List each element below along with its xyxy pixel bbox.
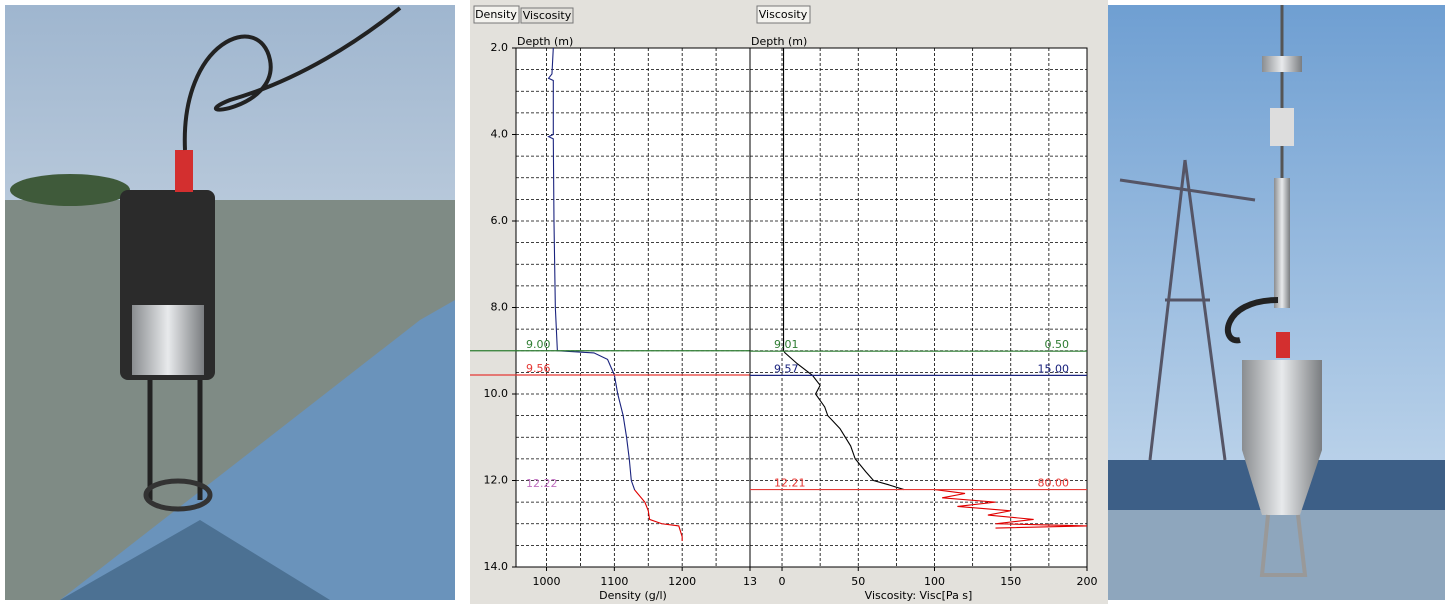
charts: 1000 1100 1200 132.04.06.08.010.012.014.0De… [470,35,1098,602]
marker-label: 9.57 [774,362,799,375]
trees [10,174,130,206]
marker-value-label: 15.00 [1038,362,1070,375]
tab[interactable] [473,5,520,24]
sensor-fork [1259,514,1308,577]
y-tick-label: 14.0 [484,560,509,573]
photo-right [1108,5,1445,600]
tab-label[interactable]: Viscosity [523,9,572,22]
x-tick-label: 150 [1000,575,1021,588]
cable [182,6,402,151]
x-tick-label: 0 [779,575,786,588]
marker-label: 9.01 [774,338,799,351]
x-axis-label: Density (g/l) [599,589,667,602]
sensor-cap [1276,332,1290,358]
water [1108,505,1445,600]
boat-side [60,520,330,600]
marker-value-label: 0.50 [1045,338,1070,351]
boat [60,300,455,600]
profile-line [634,489,683,542]
y-tick-label: 8.0 [491,301,509,314]
sensor-legs [147,380,203,500]
pylon [1119,159,1256,461]
marker-label: 12.22 [526,477,558,490]
tab[interactable] [756,5,811,24]
profile-line [783,48,905,491]
x-tick-label: 50 [851,575,865,588]
sensor-cap [175,150,193,192]
y-tick-label: 6.0 [491,214,509,227]
y-tick-label: 2.0 [491,41,509,54]
sensor-ring [132,305,204,375]
y-tick-label: 4.0 [491,128,509,141]
photo-left [5,5,455,600]
tab-bar: Density Viscosity Viscosity [473,5,811,24]
marker-label: 9.56 [526,362,551,375]
sensor-fork [143,478,213,512]
sensor-top [1262,56,1302,72]
cable [1225,297,1279,344]
tab-label[interactable]: Density [475,8,517,21]
tab[interactable] [520,7,574,24]
x-tick-label: 1100 [600,575,628,588]
marker-label: 12.21 [774,477,806,490]
profile-line [934,489,1088,529]
sensor-box [1270,108,1294,146]
y-axis-label: Depth (m) [517,35,573,48]
marker-label: 9.00 [526,338,551,351]
x-tick-label: 1200 [668,575,696,588]
x-tick-label: 200 [1077,575,1098,588]
marker-value-label: 80.00 [1038,477,1070,490]
y-tick-label: 10.0 [484,387,509,400]
x-tick-label: 1000 [533,575,561,588]
sensor-body [1242,360,1322,515]
x-axis-label: Viscosity: Visc[Pa s] [865,589,973,602]
x-tick-label: 100 [924,575,945,588]
x-tick-label: 13 [743,575,757,588]
tab-label[interactable]: Viscosity [759,8,808,21]
sensor-rod [1274,178,1290,308]
y-axis-label: Depth (m) [751,35,807,48]
y-tick-label: 12.0 [484,474,509,487]
